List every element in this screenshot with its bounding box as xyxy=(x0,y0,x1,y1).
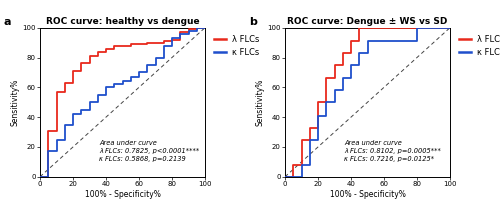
Legend: λ FLCs, κ FLCs: λ FLCs, κ FLCs xyxy=(459,35,500,57)
Text: Area under curve
λ FLCs: 0.8102, p=0.0005***
κ FLCs: 0.7216, p=0.0125*: Area under curve λ FLCs: 0.8102, p=0.000… xyxy=(344,140,442,162)
Title: ROC curve: healthy vs dengue: ROC curve: healthy vs dengue xyxy=(46,17,200,26)
Text: b: b xyxy=(248,17,256,27)
X-axis label: 100% - Specificity%: 100% - Specificity% xyxy=(330,190,406,199)
Text: a: a xyxy=(4,17,11,27)
Title: ROC curve: Dengue ± WS vs SD: ROC curve: Dengue ± WS vs SD xyxy=(288,17,448,26)
Legend: λ FLCs, κ FLCs: λ FLCs, κ FLCs xyxy=(214,35,260,57)
X-axis label: 100% - Specificity%: 100% - Specificity% xyxy=(84,190,160,199)
Y-axis label: Sensitivity%: Sensitivity% xyxy=(10,79,20,126)
Text: Area under curve
λ FLCs: 0.7825, p<0.0001****
κ FLCs: 0.5868, p=0.2139: Area under curve λ FLCs: 0.7825, p<0.000… xyxy=(100,140,200,162)
Y-axis label: Sensitivity%: Sensitivity% xyxy=(256,79,264,126)
